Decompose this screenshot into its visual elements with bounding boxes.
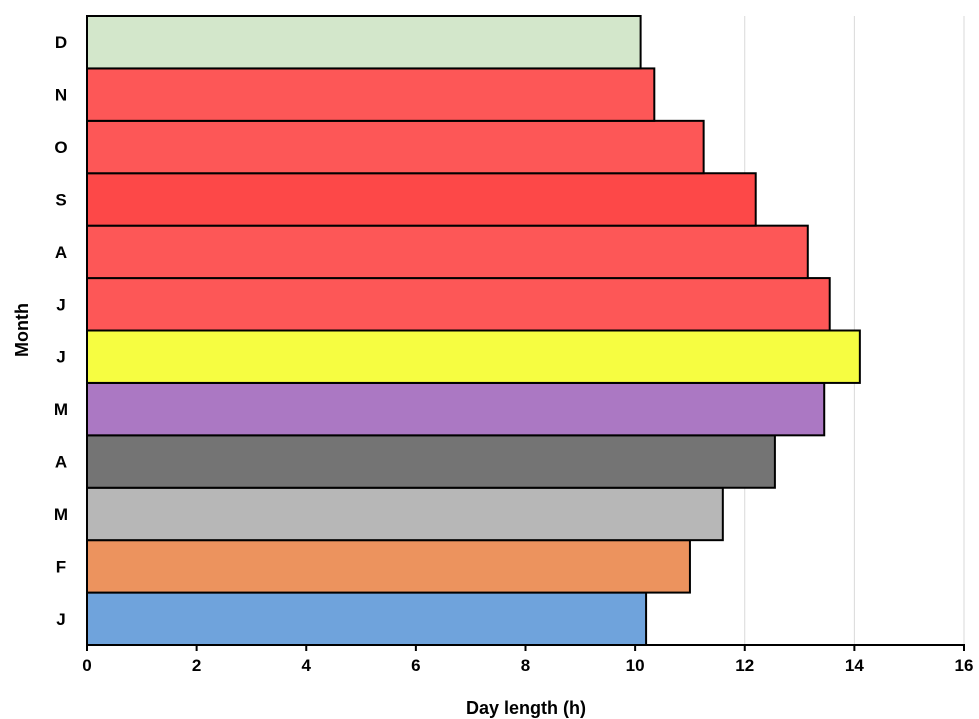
y-axis-title: Month (12, 303, 32, 357)
y-tick-label: F (56, 557, 66, 576)
y-tick-labels: J F M A M J J A S O N D (54, 33, 68, 629)
y-tick-label: M (54, 400, 68, 419)
bar-o-10 (86, 119, 705, 175)
bar-d-12 (86, 15, 642, 70)
bar-j-7 (86, 277, 831, 332)
y-tick-label: J (56, 610, 65, 629)
y-tick-label: A (55, 243, 67, 262)
x-tick-label: 2 (192, 656, 201, 675)
x-tick-labels: 0 2 4 6 8 10 12 14 16 (82, 656, 973, 675)
bar-m-3 (86, 486, 724, 542)
bar-a-8 (86, 224, 809, 280)
x-tick-label: 4 (302, 656, 312, 675)
y-tick-label: J (56, 348, 65, 367)
y-tick-label: M (54, 505, 68, 524)
y-tick-label: J (56, 295, 65, 314)
x-tick-label: 12 (735, 656, 754, 675)
x-tick-label: 14 (845, 656, 864, 675)
x-tick-label: 10 (626, 656, 645, 675)
bar-s-9 (86, 172, 757, 227)
x-tick-label: 0 (82, 656, 91, 675)
bar-a-4 (86, 434, 776, 489)
y-tick-label: S (55, 190, 66, 209)
bar-n-11 (86, 67, 656, 122)
axes (86, 16, 965, 651)
y-tick-label: D (55, 33, 67, 52)
y-tick-label: A (55, 453, 67, 472)
x-tick-label: 16 (955, 656, 974, 675)
x-tick-label: 6 (411, 656, 420, 675)
bars (86, 15, 861, 646)
x-tick-label: 8 (521, 656, 530, 675)
bar-m-5 (86, 381, 826, 437)
x-axis-title: Day length (h) (466, 698, 586, 718)
y-tick-label: N (55, 86, 67, 105)
y-tick-label: O (54, 138, 67, 157)
bar-j-1 (86, 591, 648, 646)
bar-j-6 (86, 329, 861, 384)
bar-f-2 (86, 539, 691, 594)
